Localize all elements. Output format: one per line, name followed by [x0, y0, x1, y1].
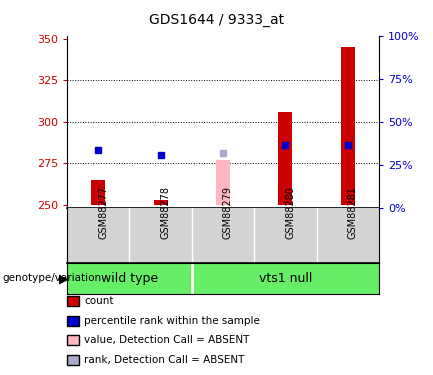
Text: GDS1644 / 9333_at: GDS1644 / 9333_at [149, 13, 284, 27]
Text: GSM88277: GSM88277 [98, 186, 108, 239]
Bar [91, 180, 105, 205]
Text: percentile rank within the sample: percentile rank within the sample [84, 316, 260, 326]
Text: vts1 null: vts1 null [259, 272, 312, 285]
Text: wild type: wild type [101, 272, 158, 285]
Bar [278, 112, 292, 205]
Text: rank, Detection Call = ABSENT: rank, Detection Call = ABSENT [84, 355, 245, 364]
Text: genotype/variation: genotype/variation [2, 273, 101, 284]
Bar [154, 200, 168, 205]
Text: ▶: ▶ [59, 272, 69, 285]
Text: GSM88281: GSM88281 [348, 186, 358, 239]
Text: GSM88278: GSM88278 [161, 186, 171, 239]
Text: value, Detection Call = ABSENT: value, Detection Call = ABSENT [84, 335, 250, 345]
Bar [216, 160, 230, 205]
Text: GSM88280: GSM88280 [285, 186, 295, 239]
Text: GSM88279: GSM88279 [223, 186, 233, 239]
Bar [341, 47, 355, 205]
Text: count: count [84, 296, 114, 306]
